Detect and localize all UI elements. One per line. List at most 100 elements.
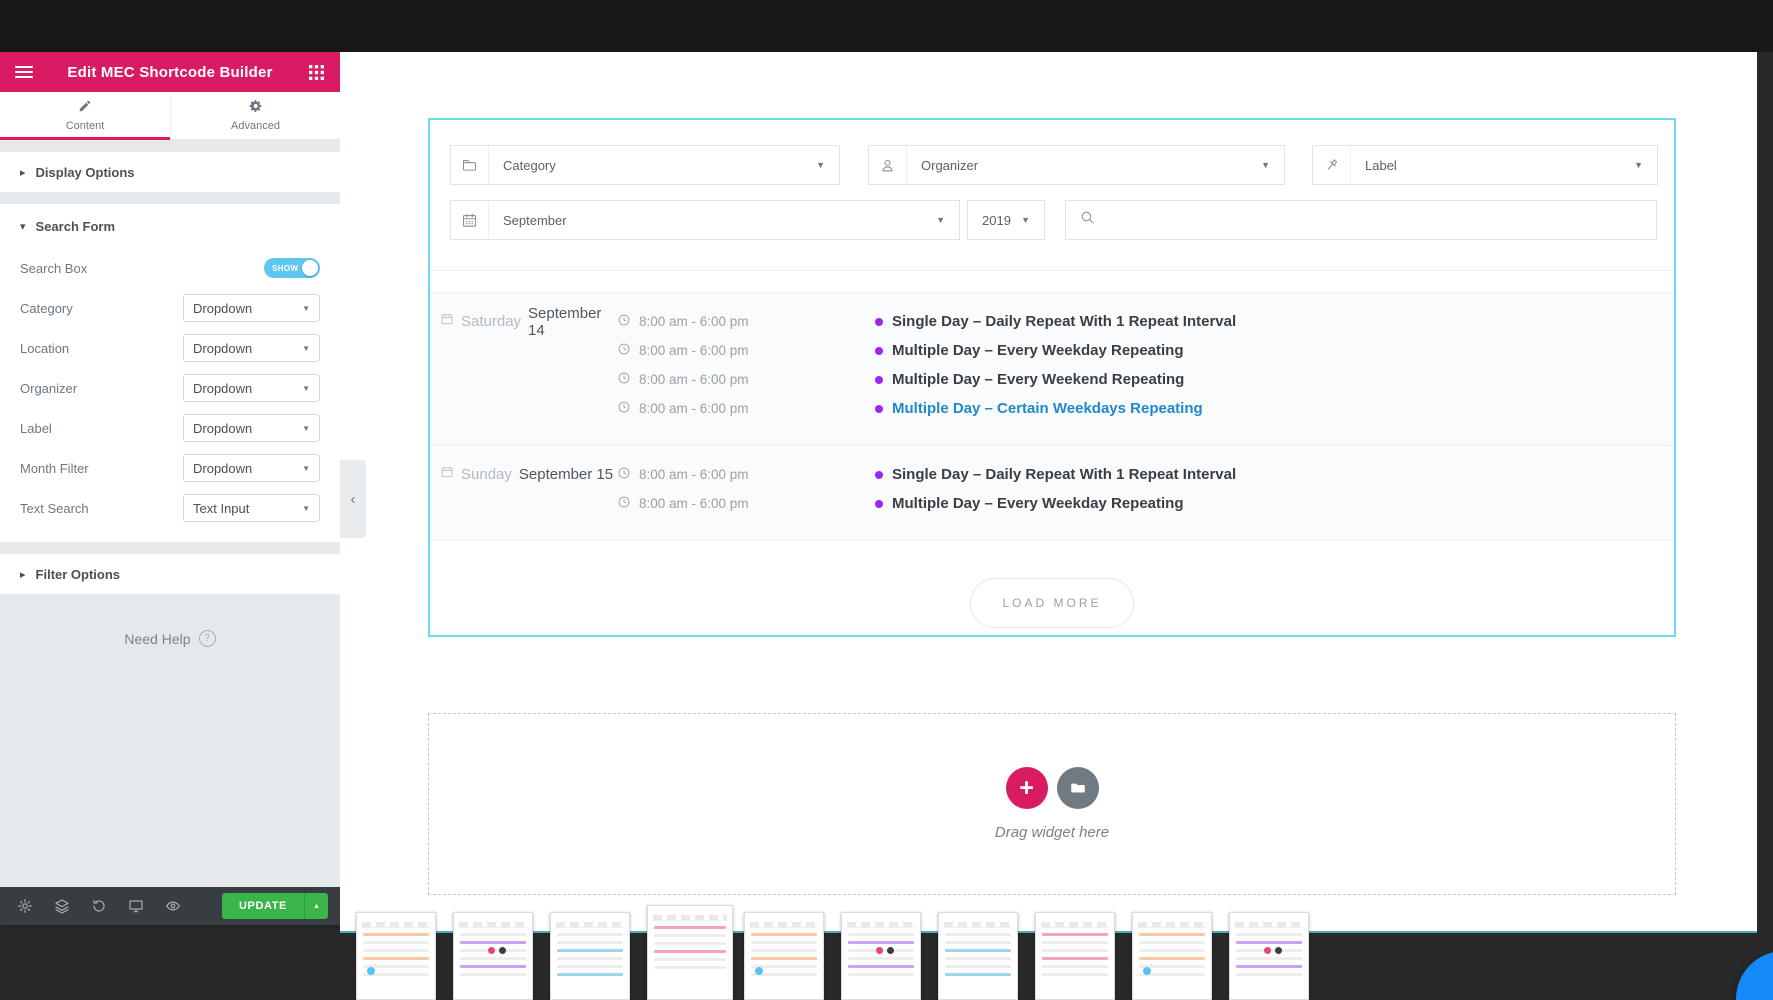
add-template-button[interactable] (1056, 767, 1099, 809)
category-filter-dropdown[interactable]: Category ▼ (450, 145, 840, 185)
add-widget-button[interactable]: + (1005, 767, 1048, 809)
page-thumbnail[interactable] (1132, 912, 1212, 1000)
event-title-link[interactable]: Multiple Day – Certain Weekdays Repeatin… (875, 400, 1203, 417)
field-row-label: Label Dropdown ▼ (0, 408, 340, 448)
event-date: Sunday September 15 (430, 460, 617, 489)
person-icon (869, 146, 907, 184)
pencil-icon (78, 99, 92, 116)
event-row: 8:00 am - 6:00 pm Multiple Day – Every We… (617, 489, 1674, 518)
toolbar-preview-button[interactable] (160, 893, 186, 919)
update-button-group: UPDATE ▲ (221, 893, 328, 919)
section-filter-options[interactable]: ▸ Filter Options (0, 554, 340, 594)
section-search-form[interactable]: ▾ Search Form (0, 204, 340, 248)
event-dot-icon (875, 317, 883, 326)
widgets-grid-icon[interactable] (292, 52, 340, 92)
search-box-toggle[interactable]: SHOW (264, 258, 320, 278)
tab-label: Advanced (231, 120, 280, 132)
tab-content[interactable]: Content (0, 92, 170, 140)
monitor-icon (129, 900, 143, 913)
chevron-right-icon: ▸ (20, 568, 26, 581)
preview-search-input[interactable] (1106, 201, 1656, 239)
page-thumbnail[interactable] (841, 912, 921, 1000)
date-label: September 15 (518, 466, 614, 483)
toggle-knob (302, 260, 318, 276)
eye-icon (166, 901, 180, 911)
section-display-options[interactable]: ▸ Display Options (0, 152, 340, 192)
search-icon (1079, 209, 1096, 231)
calendar-icon (440, 465, 454, 484)
event-time: 8:00 am - 6:00 pm (617, 342, 875, 359)
location-select[interactable]: Dropdown ▼ (183, 334, 320, 362)
drag-hint-text: Drag widget here (994, 824, 1110, 841)
history-icon (93, 899, 105, 912)
caret-down-icon: ▼ (1021, 215, 1030, 225)
event-title-link[interactable]: Multiple Day – Every Weekday Repeating (875, 342, 1184, 359)
caret-down-icon: ▼ (1261, 160, 1270, 170)
update-button[interactable]: UPDATE (221, 893, 304, 919)
help-icon: ? (198, 630, 216, 647)
caret-down-icon: ▼ (816, 160, 825, 170)
event-row: 8:00 am - 6:00 pm Multiple Day – Certain … (617, 394, 1674, 423)
toolbar-settings-button[interactable] (12, 893, 38, 919)
field-label: Month Filter (20, 460, 89, 476)
page-thumbnail[interactable] (938, 912, 1018, 1000)
update-options-button[interactable]: ▲ (304, 893, 328, 919)
selected-mec-widget-section[interactable]: Category ▼ Organizer ▼ Label ▼ September… (428, 118, 1676, 637)
pushpin-icon (1313, 146, 1351, 184)
event-dot-icon (875, 375, 883, 384)
select-value: Dropdown (193, 460, 253, 476)
need-help-link[interactable]: Need Help ? (0, 630, 340, 647)
chat-bubble[interactable] (1736, 951, 1773, 1000)
event-title-link[interactable]: Single Day – Daily Repeat With 1 Repeat … (875, 466, 1236, 483)
select-value: Dropdown (193, 420, 253, 436)
month-filter-dropdown[interactable]: September ▼ (450, 200, 960, 240)
page-thumbnail[interactable] (647, 905, 733, 1000)
page-thumbnail[interactable] (1035, 912, 1115, 1000)
field-row-month-filter: Month Filter Dropdown ▼ (0, 448, 340, 488)
event-dot-icon (875, 404, 883, 413)
panel-toolbar: UPDATE ▲ (0, 887, 340, 925)
toolbar-navigator-button[interactable] (49, 893, 75, 919)
page-thumbnail[interactable] (550, 912, 630, 1000)
field-row-search-box: Search Box SHOW (0, 248, 340, 288)
toolbar-history-button[interactable] (86, 893, 112, 919)
menu-icon[interactable] (0, 52, 48, 92)
caret-down-icon: ▼ (302, 343, 310, 353)
clock-icon (617, 466, 631, 483)
caret-down-icon: ▼ (302, 303, 310, 313)
page-thumbnail[interactable] (356, 912, 436, 1000)
label-select[interactable]: Dropdown ▼ (183, 414, 320, 442)
drag-widget-area[interactable]: + Drag widget here (428, 713, 1676, 895)
event-time: 8:00 am - 6:00 pm (617, 400, 875, 417)
month-filter-select[interactable]: Dropdown ▼ (183, 454, 320, 482)
event-title-link[interactable]: Single Day – Daily Repeat With 1 Repeat … (875, 313, 1236, 330)
label-filter-dropdown[interactable]: Label ▼ (1312, 145, 1658, 185)
page-thumbnail[interactable] (744, 912, 824, 1000)
event-row: 8:00 am - 6:00 pm Single Day – Daily Repe… (617, 307, 1674, 336)
caret-down-icon: ▼ (302, 463, 310, 473)
organizer-filter-dropdown[interactable]: Organizer ▼ (868, 145, 1285, 185)
calendar-icon (451, 201, 489, 239)
event-row: 8:00 am - 6:00 pm Single Day – Daily Repe… (617, 460, 1674, 489)
caret-down-icon: ▼ (302, 503, 310, 513)
toolbar-responsive-button[interactable] (123, 893, 149, 919)
page-thumbnail[interactable] (1229, 912, 1309, 1000)
text-search-select[interactable]: Text Input ▼ (183, 494, 320, 522)
gear-icon (18, 899, 32, 913)
load-more-button[interactable]: LOAD MORE (970, 578, 1134, 628)
tab-advanced[interactable]: Advanced (170, 92, 340, 139)
event-title-link[interactable]: Multiple Day – Every Weekend Repeating (875, 371, 1184, 388)
panel-collapse-handle[interactable]: ‹ (340, 460, 366, 538)
year-filter-dropdown[interactable]: 2019 ▼ (967, 200, 1045, 240)
event-day-group: Saturday September 14 8:00 am - 6:00 pm Sin… (430, 292, 1674, 445)
select-value: Text Input (193, 500, 250, 516)
category-select[interactable]: Dropdown ▼ (183, 294, 320, 322)
organizer-select[interactable]: Dropdown ▼ (183, 374, 320, 402)
page-thumbnail[interactable] (453, 912, 533, 1000)
tab-label: Content (65, 120, 105, 132)
layers-icon (55, 899, 69, 914)
panel-body: ▸ Display Options ▾ Search Form Search B… (0, 140, 340, 887)
event-title-link[interactable]: Multiple Day – Every Weekday Repeating (875, 495, 1184, 512)
clock-icon (617, 495, 631, 512)
